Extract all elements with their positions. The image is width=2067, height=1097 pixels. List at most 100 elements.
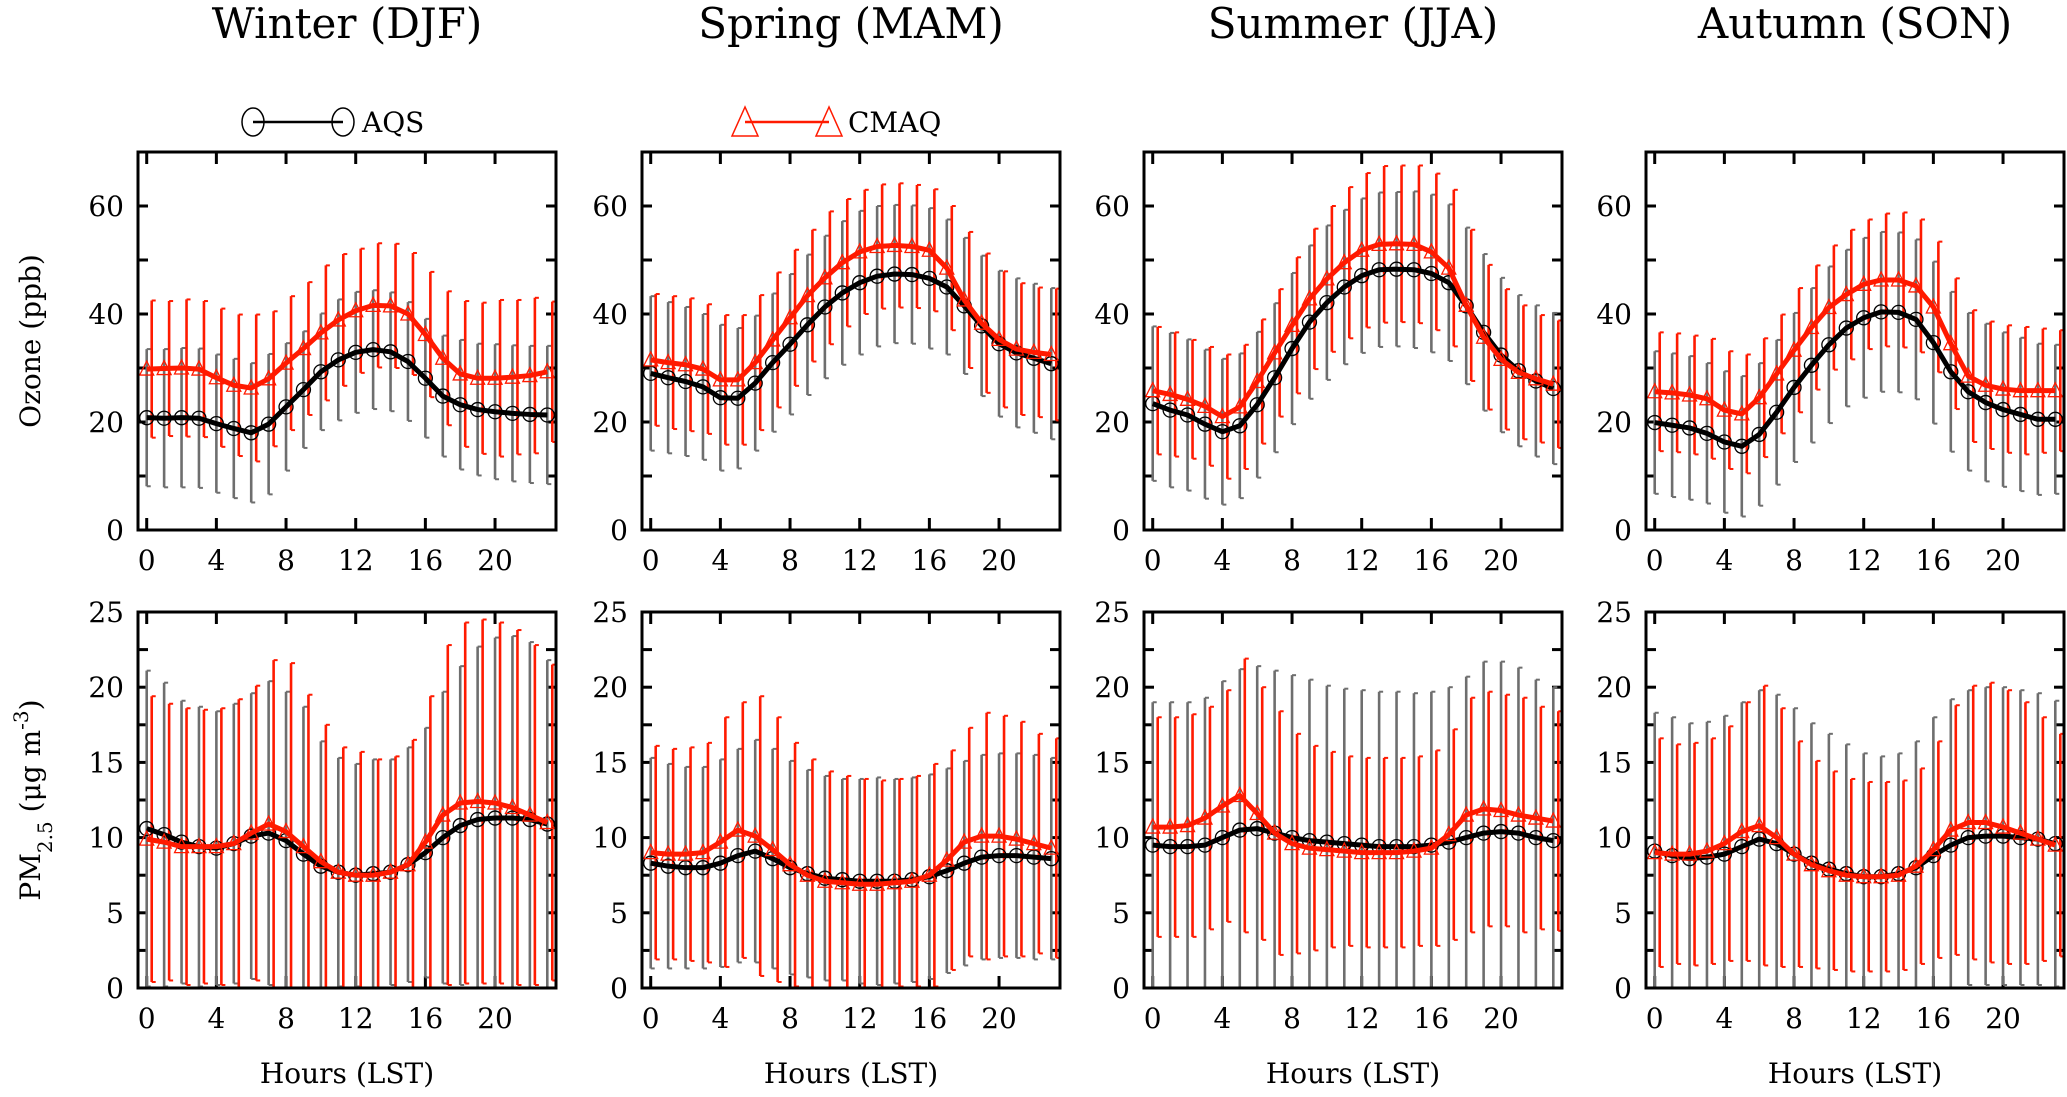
data-point [1820, 298, 1837, 315]
y-tick-label: 25 [1596, 596, 1632, 629]
data-point [1716, 834, 1733, 851]
panel-ozone-0: 0 20 40 60 0 4 8 12 16 20 [88, 150, 558, 577]
data-point [1908, 311, 1924, 328]
data-point [1664, 383, 1681, 400]
x-tick-label: 20 [1985, 544, 2021, 577]
data-point [677, 373, 694, 390]
x-tick-label: 16 [1916, 1002, 1952, 1035]
data-point [452, 817, 468, 834]
data-point [1043, 345, 1060, 362]
data-point [225, 834, 242, 851]
data-point [260, 416, 277, 432]
data-point [1423, 265, 1440, 282]
x-tick-label: 4 [1715, 1002, 1733, 1035]
data-point [1942, 334, 1959, 351]
data-point [1751, 388, 1768, 405]
data-point [312, 852, 329, 869]
plot-area [1144, 164, 1562, 506]
panel-pm25-3: 0 5 10 15 20 25 0 4 8 12 16 20 [1596, 596, 2066, 1035]
data-point [399, 855, 417, 872]
data-point [417, 832, 434, 849]
data-point [469, 792, 486, 809]
data-point [1873, 270, 1890, 287]
y-tick-label: 25 [88, 596, 124, 629]
data-point [504, 798, 521, 815]
data-point [1493, 823, 1509, 840]
data-point [747, 353, 764, 370]
data-point [1458, 298, 1474, 314]
data-point [1162, 838, 1178, 855]
data-point [643, 855, 659, 871]
data-point [677, 355, 694, 372]
data-point [764, 840, 781, 857]
season-title: Winter (DJF) [212, 0, 483, 48]
data-point [1319, 295, 1335, 311]
panel-ozone-2: 0 20 40 60 0 4 8 12 16 20 [1094, 150, 1564, 577]
data-point [1283, 834, 1301, 851]
data-point [1336, 253, 1353, 270]
y-tick-label: 5 [1112, 897, 1130, 930]
data-point [1025, 342, 1042, 359]
markers-cmaq [642, 820, 1060, 891]
data-point [1371, 843, 1388, 860]
data-point [712, 390, 729, 406]
x-tick-label: 0 [642, 1002, 660, 1035]
data-point [539, 407, 555, 423]
data-point [973, 313, 990, 330]
plot-area [1646, 211, 2064, 518]
y-tick-label: 10 [592, 822, 628, 855]
data-point [973, 826, 990, 843]
data-point [330, 352, 346, 368]
data-point [903, 871, 921, 888]
data-point [295, 837, 312, 854]
data-point [1803, 318, 1820, 335]
data-point [851, 242, 868, 259]
season-title: Summer (JJA) [1208, 0, 1499, 48]
data-point [799, 286, 816, 303]
data-point [1873, 304, 1889, 320]
data-point [1838, 865, 1855, 882]
data-point [1043, 838, 1060, 855]
x-tick-label: 12 [842, 544, 878, 577]
x-tick-label: 4 [1213, 1002, 1231, 1035]
data-point [208, 837, 225, 854]
data-point [660, 858, 676, 874]
y-tick-label: 0 [1614, 514, 1632, 547]
data-point [347, 865, 364, 882]
data-point [173, 837, 190, 854]
data-point [1751, 426, 1767, 443]
data-point [521, 366, 538, 383]
data-point [1698, 841, 1716, 858]
y-tick-label: 5 [610, 897, 628, 930]
data-point [1960, 366, 1977, 383]
y-tick-label: 20 [88, 406, 124, 439]
data-point [2047, 381, 2064, 398]
x-tick-label: 8 [1785, 1002, 1803, 1035]
data-point [921, 240, 938, 257]
data-point [1925, 840, 1942, 857]
data-point [1960, 813, 1977, 830]
legend-circle-marker-icon [331, 107, 355, 137]
series-line-cmaq [1152, 792, 1554, 856]
data-point [1734, 438, 1750, 454]
data-point [1371, 234, 1388, 251]
data-point [1527, 369, 1544, 386]
data-point [1960, 384, 1976, 400]
data-point [2012, 381, 2029, 398]
x-tick-label: 20 [477, 544, 513, 577]
data-point [1458, 829, 1474, 846]
data-point [781, 308, 799, 325]
error-bars-cmaq [654, 182, 1060, 446]
data-point [1440, 258, 1457, 275]
x-tick-label: 8 [781, 544, 799, 577]
series-line-cmaq [1152, 241, 1555, 420]
data-point [1716, 434, 1733, 450]
data-point [869, 874, 886, 891]
data-point [1545, 374, 1562, 391]
y-tick-label: 20 [1596, 406, 1632, 439]
data-point [1301, 314, 1318, 330]
x-tick-label: 16 [408, 1002, 444, 1035]
data-point [1232, 418, 1248, 434]
y-tick-label: 40 [1094, 298, 1130, 331]
data-point [1458, 295, 1475, 313]
